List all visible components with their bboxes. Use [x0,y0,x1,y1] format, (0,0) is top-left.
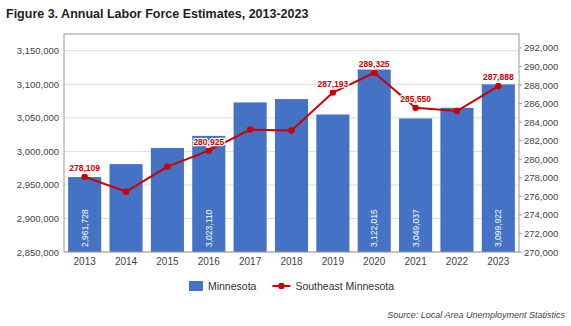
y2-tick-label: 288,000 [524,80,558,91]
line-marker [495,83,501,89]
x-tick-label: 2015 [156,256,179,267]
y2-tick-label: 280,000 [524,154,558,165]
y-tick-label: 3,050,000 [17,112,59,123]
line-marker [330,89,336,95]
x-tick-label: 2023 [487,256,510,267]
y2-tick-label: 274,000 [524,209,558,220]
line-label: 285,550 [400,94,431,104]
y2-tick-label: 292,000 [524,42,558,53]
bar-label: 3,099,922 [493,209,503,247]
legend-label: Minnesota [208,280,257,292]
legend-item: Minnesota [189,280,257,292]
line [85,73,499,192]
legend-swatch [189,281,203,291]
bar [68,177,101,252]
legend-label: Southeast Minnesota [295,280,394,292]
y2-tick-label: 290,000 [524,61,558,72]
legend-item: Southeast Minnesota [272,280,394,292]
line-marker [288,127,294,133]
bar [440,108,473,252]
bar [192,136,225,252]
bar [482,84,515,252]
bar [399,118,432,252]
y-tick-label: 2,900,000 [17,213,59,224]
bar [358,70,391,252]
x-tick-label: 2017 [239,256,262,267]
y-tick-label: 3,000,000 [17,146,59,157]
bar-label: 2,961,728 [80,209,90,247]
line-marker [454,108,460,114]
line-label: 287,193 [317,79,348,89]
bar-label: 3,049,037 [411,209,421,247]
line-marker [206,147,212,153]
bar [316,114,349,252]
bar-label: 3,122,015 [369,209,379,247]
x-tick-label: 2013 [74,256,97,267]
line-marker [371,70,377,76]
y2-tick-label: 276,000 [524,191,558,202]
x-tick-label: 2021 [404,256,427,267]
grid [64,51,519,252]
line-marker [164,163,170,169]
line-label: 287,888 [483,72,514,82]
bar [110,164,143,252]
x-tick-label: 2018 [280,256,303,267]
y2-tick-label: 284,000 [524,117,558,128]
data-labels: 2,961,728 3,023,110 3,122,015 3,049,037 3,09… [69,59,514,247]
legend-marker [278,283,284,289]
line-marker [81,174,87,180]
plot-area [68,70,515,252]
x-tick-label: 2016 [198,256,221,267]
plot-frame [64,34,519,252]
x-tick-label: 2020 [363,256,386,267]
y2-tick-label: 270,000 [524,247,558,258]
annotation: Source: Local Area Unemployment Statisti… [387,310,565,320]
bar [234,102,267,252]
bar-label: 3,023,110 [204,210,214,247]
x-tick-label: 2022 [446,256,469,267]
y-tick-label: 2,850,000 [17,247,59,258]
title: Figure 3. Annual Labor Force Estimates, … [6,7,308,21]
chart: Figure 3. Annual Labor Force Estimates, … [0,0,571,326]
bar [151,148,184,252]
y2-tick-label: 278,000 [524,172,558,183]
line-label: 289,325 [359,59,390,69]
y2-tick-label: 282,000 [524,135,558,146]
line-label: 278,109 [69,163,100,173]
x-tick-label: 2014 [115,256,138,267]
line-label: 280,925 [193,137,224,147]
y-tick-label: 3,100,000 [17,79,59,90]
y2-tick-label: 272,000 [524,228,558,239]
y-tick-label: 3,150,000 [17,45,59,56]
y-tick-label: 2,950,000 [17,179,59,190]
line-marker [247,126,253,132]
legend: Minnesota Southeast Minnesota [189,280,394,292]
line-marker [123,189,129,195]
x-tick-label: 2019 [322,256,345,267]
line-marker [412,105,418,111]
grid-line [64,50,519,51]
grid-line [64,84,519,85]
y2-tick-label: 286,000 [524,98,558,109]
bar [275,99,308,252]
